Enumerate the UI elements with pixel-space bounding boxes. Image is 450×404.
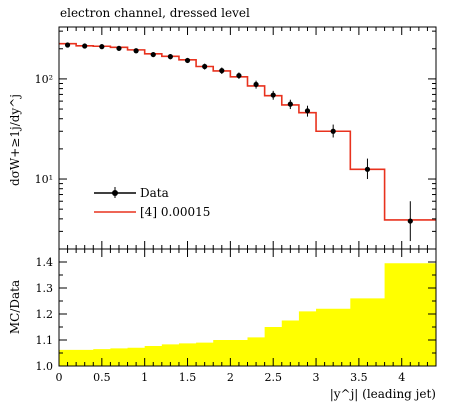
ratio-x-tick-label: 2 [227,371,234,384]
ratio-x-tick-label: 4 [398,371,405,384]
data-point [184,57,191,64]
main-frame [58,26,437,250]
data-marker [304,108,311,114]
legend-data-label: Data [140,186,169,200]
data-point [407,201,413,242]
data-point [236,72,242,79]
legend-data-marker [112,190,118,196]
data-marker [133,48,139,54]
data-point [150,51,156,58]
ratio-x-tick-label: 0 [56,371,63,384]
data-point [219,67,225,74]
main-panel: 10¹ 10² dσW+≥1j/dy^j Data [4] 0.00015 [8,26,437,250]
main-y-tick-label: 10² [35,73,53,86]
ratio-y-label: MC/Data [8,280,22,334]
data-point [133,48,139,54]
ratio-y-tick-label: 1.4 [36,256,54,269]
main-plot-area [59,42,436,242]
data-point [116,45,122,51]
legend: Data [4] 0.00015 [94,186,210,219]
ratio-x-tick-label: 1 [141,371,148,384]
data-marker [407,218,413,224]
data-point [253,80,259,89]
data-point [202,63,208,70]
data-point [364,158,371,180]
data-point [304,105,311,117]
data-marker [270,92,276,98]
ratio-y-tick-label: 1.0 [36,360,54,373]
data-marker [82,43,88,49]
main-x-axis [58,27,437,249]
data-marker [330,128,336,134]
data-marker [364,166,371,172]
ratio-x-tick-label: 3 [313,371,320,384]
main-y-label: dσW+≥1j/dy^j [8,94,22,186]
main-y-axis: 10¹ 10² [35,30,436,250]
data-point [99,44,105,50]
ratio-y-tick-label: 1.3 [36,282,54,295]
data-marker [202,63,208,70]
data-marker [236,72,242,79]
data-marker [99,44,105,50]
data-marker [64,42,71,48]
data-point [64,42,71,48]
ratio-x-tick-label: 1.5 [179,371,197,384]
legend-prediction-label: [4] 0.00015 [140,205,210,219]
ratio-x-tick-label: 3.5 [350,371,368,384]
data-point [270,90,276,100]
ratio-x-label: |y^j| (leading jet) [330,387,436,401]
data-point [82,43,88,49]
data-marker [219,68,225,74]
data-marker [167,54,173,60]
main-y-tick-label: 10¹ [35,173,53,186]
ratio-plot-area [59,263,436,366]
ratio-x-axis: 0 0.5 1 1.5 2 2.5 3 3.5 4 [56,249,437,384]
data-marker [150,51,156,58]
data-marker [116,45,122,51]
data-marker [253,81,259,88]
ratio-x-tick-label: 2.5 [264,371,282,384]
ratio-y-tick-label: 1.1 [36,334,54,347]
data-marker [287,101,293,107]
figure-title: electron channel, dressed level [60,6,250,20]
ratio-x-tick-label: 0.5 [93,371,111,384]
ratio-panel: 1.0 1.1 1.2 1.3 1.4 0 0.5 1 1.5 2 2.5 3 3.5 4 MC/Dat… [8,248,437,401]
ratio-y-tick-label: 1.2 [36,308,54,321]
data-point [167,54,173,60]
ratio-y-axis: 1.0 1.1 1.2 1.3 1.4 [36,248,436,373]
data-marker [184,57,191,64]
data-point [287,99,293,110]
prediction-step-line [59,42,436,221]
ratio-band [59,263,436,366]
data-point [330,124,336,138]
